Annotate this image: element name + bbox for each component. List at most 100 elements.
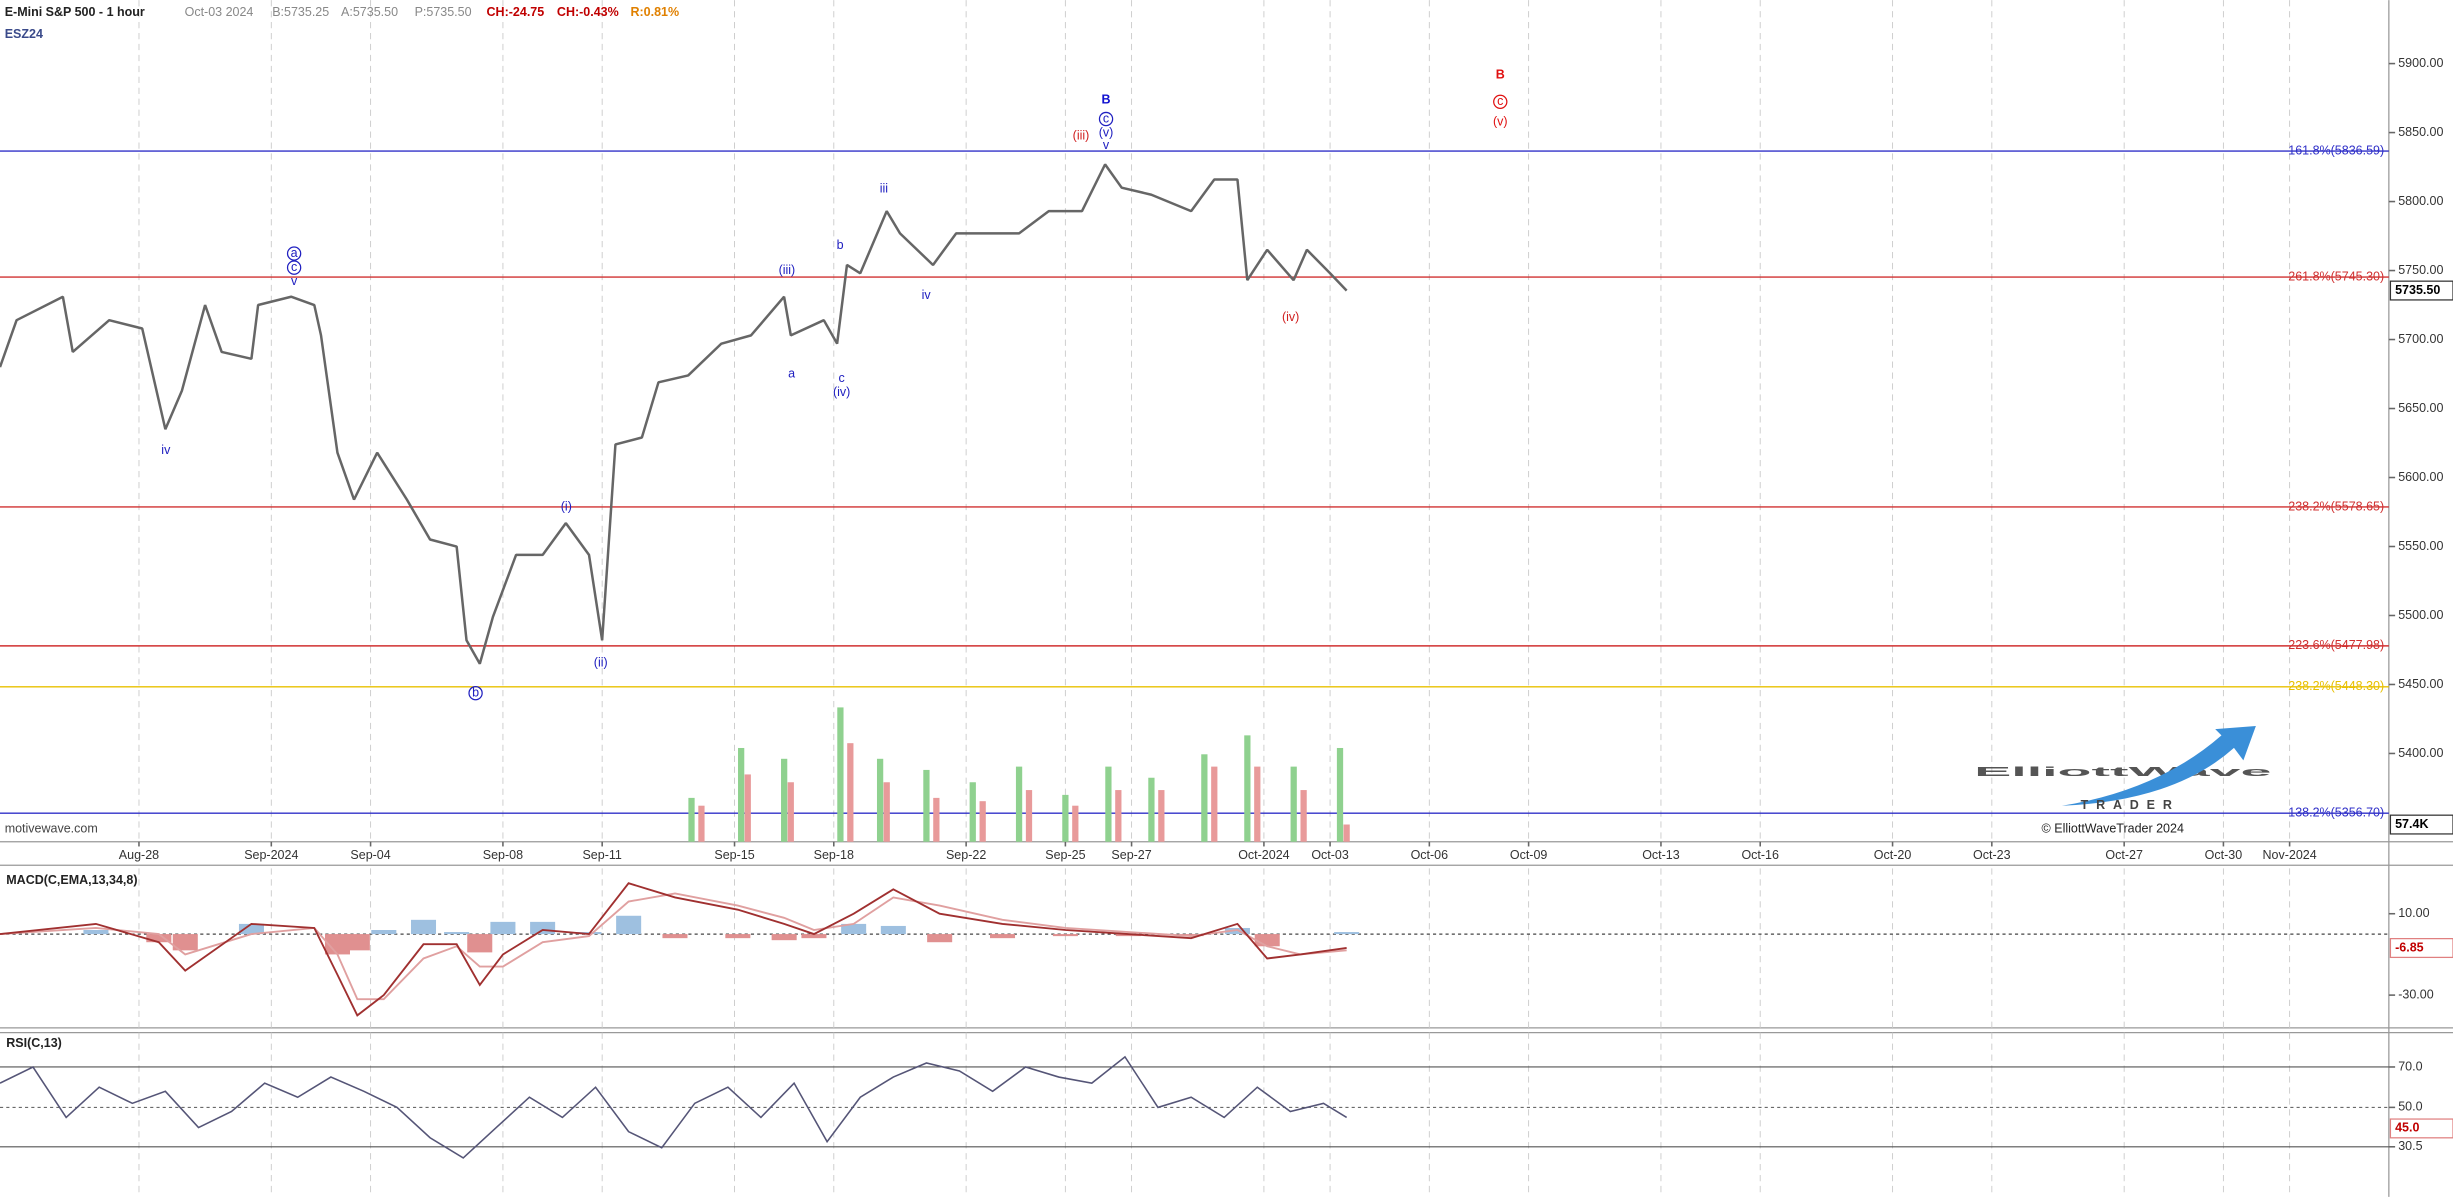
x-tick-label: Sep-2024 — [244, 848, 298, 862]
volume-bar — [698, 805, 705, 842]
histogram-bar — [927, 934, 953, 943]
logo-copyright: © ElliottWaveTrader 2024 — [2042, 822, 2184, 836]
wave-label: (v) — [1099, 125, 1114, 139]
volume-bar — [688, 797, 695, 842]
wave-label: (iv) — [1282, 310, 1299, 324]
x-tick-label: Sep-27 — [1111, 848, 1151, 862]
wave-label-circle — [468, 685, 483, 701]
x-tick-label: Sep-11 — [582, 848, 621, 862]
histogram-bar — [1254, 934, 1280, 947]
x-tick-label: Oct-20 — [1874, 848, 1912, 862]
histogram-bar — [172, 934, 198, 951]
last-value-label: 5735.50 — [2395, 283, 2440, 297]
y-tick-label: 5750.00 — [2398, 263, 2443, 277]
histogram-bar — [880, 925, 906, 935]
wave-label: (v) — [1493, 114, 1508, 128]
fib-level-label: 138.2%(5356.70) — [2288, 806, 2384, 820]
last-value-box — [2389, 814, 2453, 835]
wave-label: v — [1103, 138, 1110, 152]
histogram-bar — [1052, 934, 1078, 937]
wave-label: (i) — [561, 499, 572, 513]
volume-bar — [979, 801, 986, 842]
wave-label: a — [788, 366, 795, 380]
wave-label: c — [1103, 111, 1109, 125]
volume-bar — [847, 743, 854, 842]
wave-label: iv — [922, 288, 932, 302]
last-value-label: 57.4K — [2395, 817, 2428, 831]
y-tick-label: 5850.00 — [2398, 125, 2443, 139]
date: Oct-03 2024 — [185, 5, 254, 19]
x-tick-label: Oct-09 — [1510, 848, 1548, 862]
panel-title: RSI(C,13) — [6, 1036, 62, 1050]
histogram-bar — [990, 934, 1016, 939]
y-tick-label: 50.0 — [2398, 1100, 2422, 1114]
y-tick-label: 10.00 — [2398, 906, 2429, 920]
wave-label: c — [839, 371, 845, 385]
y-tick-label: 5550.00 — [2398, 539, 2443, 553]
wave-label: c — [1497, 94, 1503, 108]
histogram-bar — [490, 921, 516, 935]
last-value-box — [2389, 280, 2453, 301]
x-tick-label: Oct-16 — [1741, 848, 1779, 862]
x-tick-label: Oct-30 — [2205, 848, 2243, 862]
y-tick-label: 5900.00 — [2398, 56, 2443, 70]
y-tick-label: 5450.00 — [2398, 677, 2443, 691]
change-pct: CH:-0.43% — [557, 5, 619, 19]
histogram-bar — [444, 932, 470, 935]
histogram-bar — [1178, 934, 1204, 937]
wave-label-circle — [1098, 111, 1114, 127]
last-value-label: -6.85 — [2395, 940, 2424, 954]
logo-subtitle: TRADER — [2081, 798, 2180, 812]
volume-bar — [883, 782, 890, 842]
wave-label: iv — [161, 443, 171, 457]
volume-bar — [1072, 805, 1079, 842]
histogram-bar — [616, 915, 642, 935]
fib-level-label: 261.8%(5745.30) — [2288, 269, 2384, 283]
x-tick-label: Aug-28 — [119, 848, 159, 862]
histogram-bar — [1334, 932, 1360, 935]
change: CH:-24.75 — [487, 5, 545, 19]
macd-line — [0, 882, 1347, 1017]
volume-bar — [837, 707, 844, 842]
y-tick-label: 5500.00 — [2398, 608, 2443, 622]
histogram-bar — [771, 934, 797, 941]
fib-level-label: 238.2%(5578.65) — [2288, 499, 2384, 513]
histogram-bar — [530, 921, 556, 935]
x-tick-label: Oct-03 — [1311, 848, 1349, 862]
volume-bar — [781, 758, 788, 842]
x-tick-label: Oct-27 — [2105, 848, 2143, 862]
bid: B:5735.25 — [272, 5, 329, 19]
volume-bar — [738, 747, 745, 842]
logo-arrow — [2061, 725, 2256, 806]
histogram-bar — [725, 934, 751, 939]
volume-bar — [1148, 777, 1155, 842]
histogram-bar — [371, 930, 397, 935]
wave-label: c — [291, 260, 297, 274]
wave-label: (ii) — [594, 656, 608, 670]
histogram-bar — [801, 934, 827, 939]
histogram-bar — [467, 934, 493, 953]
volume-bar — [1201, 754, 1208, 842]
x-tick-label: Sep-22 — [946, 848, 986, 862]
x-tick-label: Oct-2024 — [1238, 848, 1289, 862]
fib-level-label: 238.2%(5448.30) — [2288, 679, 2384, 693]
volume-bar — [933, 797, 940, 842]
wave-label-circle — [286, 260, 302, 275]
histogram-bar — [344, 934, 370, 951]
fib-level-label: 223.6%(5477.98) — [2288, 638, 2384, 652]
y-tick-label: 5650.00 — [2398, 401, 2443, 415]
rsi-line — [0, 1055, 1348, 1159]
last-value-box — [2389, 1118, 2453, 1139]
wave-label: (iii) — [1073, 129, 1090, 143]
volume-bar — [1211, 766, 1218, 842]
logo-title: ElliottWave — [1974, 765, 2271, 779]
x-tick-label: Sep-15 — [714, 848, 754, 862]
y-tick-label: 5800.00 — [2398, 194, 2443, 208]
last-value-box — [2389, 938, 2453, 959]
volume-bar — [876, 758, 884, 842]
wave-label-circle — [286, 246, 302, 261]
y-tick-label: 70.0 — [2398, 1059, 2422, 1073]
price-line — [0, 163, 1348, 665]
